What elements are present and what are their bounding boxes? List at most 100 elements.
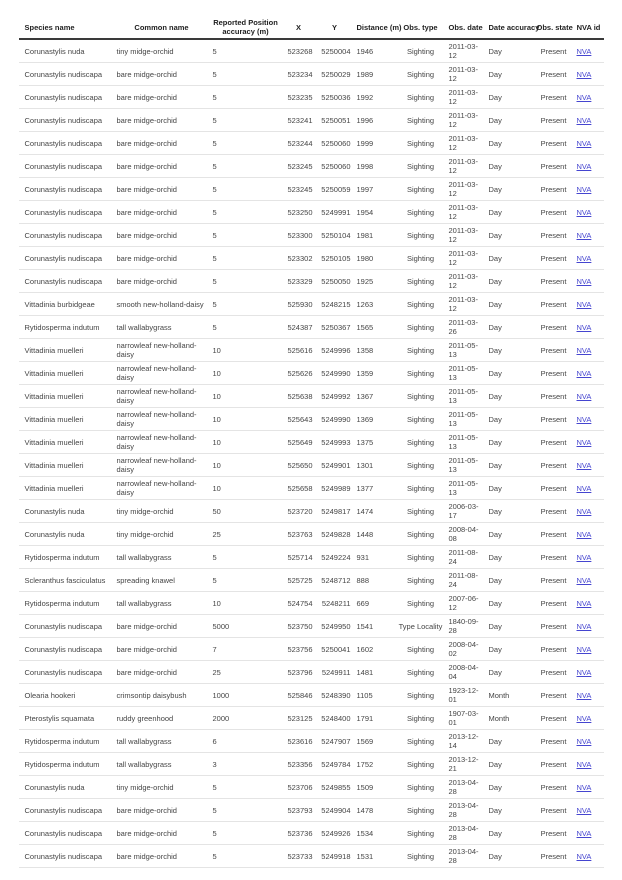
- cell-obs_date: 2011-05-13: [445, 338, 486, 362]
- nva-link[interactable]: NVA: [576, 391, 592, 401]
- cell-obs_type: Sighting: [395, 499, 446, 523]
- cell-common: tall wallabygrass: [113, 591, 210, 615]
- cell-species: Corunastylis nuda: [18, 499, 114, 523]
- cell-y: 5249901: [315, 453, 354, 477]
- nva-link[interactable]: NVA: [576, 230, 592, 240]
- nva-link[interactable]: NVA: [576, 529, 592, 539]
- nva-link[interactable]: NVA: [576, 276, 592, 286]
- nva-link[interactable]: NVA: [576, 552, 592, 562]
- nva-link[interactable]: NVA: [576, 759, 592, 769]
- nva-link[interactable]: NVA: [576, 483, 592, 493]
- nva-link[interactable]: NVA: [576, 138, 592, 148]
- table-row: Corunastylis nudiscapa bare midge-orchid 5…: [18, 62, 604, 86]
- cell-y: 5250059: [315, 177, 354, 201]
- cell-species: Corunastylis nudiscapa: [18, 660, 114, 684]
- cell-common: bare midge-orchid: [113, 637, 210, 661]
- nva-link[interactable]: NVA: [576, 92, 592, 102]
- nva-link[interactable]: NVA: [576, 690, 592, 700]
- nva-link[interactable]: NVA: [576, 46, 592, 56]
- cell-x: 523616: [281, 729, 316, 753]
- cell-accuracy: 5: [209, 85, 282, 109]
- cell-distance: 1998: [353, 154, 396, 178]
- cell-species: Corunastylis nudiscapa: [18, 62, 114, 86]
- nva-link[interactable]: NVA: [576, 345, 592, 355]
- cell-common: bare midge-orchid: [113, 821, 210, 845]
- nva-link[interactable]: NVA: [576, 69, 592, 79]
- cell-date_accuracy: Day: [485, 361, 534, 385]
- nva-link[interactable]: NVA: [576, 621, 592, 631]
- column-header-nva_id: NVA id: [573, 16, 604, 40]
- cell-distance: 1478: [353, 798, 396, 822]
- nva-link[interactable]: NVA: [576, 253, 592, 263]
- cell-obs_type: Sighting: [395, 384, 446, 408]
- nva-link[interactable]: NVA: [576, 575, 592, 585]
- nva-link[interactable]: NVA: [576, 184, 592, 194]
- cell-distance: 1481: [353, 660, 396, 684]
- cell-nva_id: NVA: [573, 453, 604, 477]
- nva-link[interactable]: NVA: [576, 115, 592, 125]
- cell-obs_type: Sighting: [395, 361, 446, 385]
- cell-distance: 1474: [353, 499, 396, 523]
- cell-accuracy: 5: [209, 39, 282, 63]
- cell-obs_date: 1840-09-28: [445, 614, 486, 638]
- cell-x: 525650: [281, 453, 316, 477]
- nva-link[interactable]: NVA: [576, 161, 592, 171]
- cell-obs_type: Sighting: [395, 591, 446, 615]
- cell-accuracy: 5: [209, 246, 282, 270]
- cell-distance: 669: [353, 591, 396, 615]
- cell-obs_type: Sighting: [395, 315, 446, 339]
- nva-link[interactable]: NVA: [576, 782, 592, 792]
- nva-link[interactable]: NVA: [576, 713, 592, 723]
- cell-obs_type: Sighting: [395, 476, 446, 500]
- nva-link[interactable]: NVA: [576, 805, 592, 815]
- nva-link[interactable]: NVA: [576, 437, 592, 447]
- nva-link[interactable]: NVA: [576, 506, 592, 516]
- cell-x: 525649: [281, 430, 316, 454]
- cell-nva_id: NVA: [573, 844, 604, 868]
- nva-link[interactable]: NVA: [576, 828, 592, 838]
- nva-link[interactable]: NVA: [576, 299, 592, 309]
- cell-accuracy: 3: [209, 752, 282, 776]
- cell-nva_id: NVA: [573, 338, 604, 362]
- cell-obs_state: Present: [533, 476, 574, 500]
- cell-obs_type: Sighting: [395, 729, 446, 753]
- cell-common: bare midge-orchid: [113, 614, 210, 638]
- nva-link[interactable]: NVA: [576, 460, 592, 470]
- cell-species: Olearia hookeri: [18, 683, 114, 707]
- cell-distance: 1375: [353, 430, 396, 454]
- cell-distance: 1602: [353, 637, 396, 661]
- cell-nva_id: NVA: [573, 522, 604, 546]
- nva-link[interactable]: NVA: [576, 736, 592, 746]
- cell-date_accuracy: Month: [485, 706, 534, 730]
- cell-nva_id: NVA: [573, 39, 604, 63]
- cell-nva_id: NVA: [573, 430, 604, 454]
- cell-x: 523244: [281, 131, 316, 155]
- cell-species: Vittadinia muelleri: [18, 476, 114, 500]
- cell-x: 523706: [281, 775, 316, 799]
- cell-common: narrowleaf new-holland-daisy: [113, 361, 210, 385]
- nva-link[interactable]: NVA: [576, 851, 592, 861]
- nva-link[interactable]: NVA: [576, 644, 592, 654]
- nva-link[interactable]: NVA: [576, 414, 592, 424]
- nva-link[interactable]: NVA: [576, 598, 592, 608]
- nva-link[interactable]: NVA: [576, 207, 592, 217]
- cell-obs_date: 2008-04-08: [445, 522, 486, 546]
- table-row: Corunastylis nuda tiny midge-orchid 50 5237…: [18, 499, 604, 523]
- nva-link[interactable]: NVA: [576, 322, 592, 332]
- cell-nva_id: NVA: [573, 821, 604, 845]
- table-row: Rytidosperma indutum tall wallabygrass 5 52…: [18, 545, 604, 569]
- cell-common: tall wallabygrass: [113, 545, 210, 569]
- cell-species: Rytidosperma indutum: [18, 729, 114, 753]
- cell-nva_id: NVA: [573, 752, 604, 776]
- nva-link[interactable]: NVA: [576, 667, 592, 677]
- cell-y: 5250029: [315, 62, 354, 86]
- cell-obs_type: Sighting: [395, 292, 446, 316]
- cell-species: Corunastylis nudiscapa: [18, 798, 114, 822]
- nva-link[interactable]: NVA: [576, 368, 592, 378]
- cell-y: 5250060: [315, 131, 354, 155]
- cell-y: 5250104: [315, 223, 354, 247]
- cell-obs_date: 2011-03-12: [445, 39, 486, 63]
- cell-x: 525626: [281, 361, 316, 385]
- cell-distance: 931: [353, 545, 396, 569]
- cell-obs_type: Sighting: [395, 62, 446, 86]
